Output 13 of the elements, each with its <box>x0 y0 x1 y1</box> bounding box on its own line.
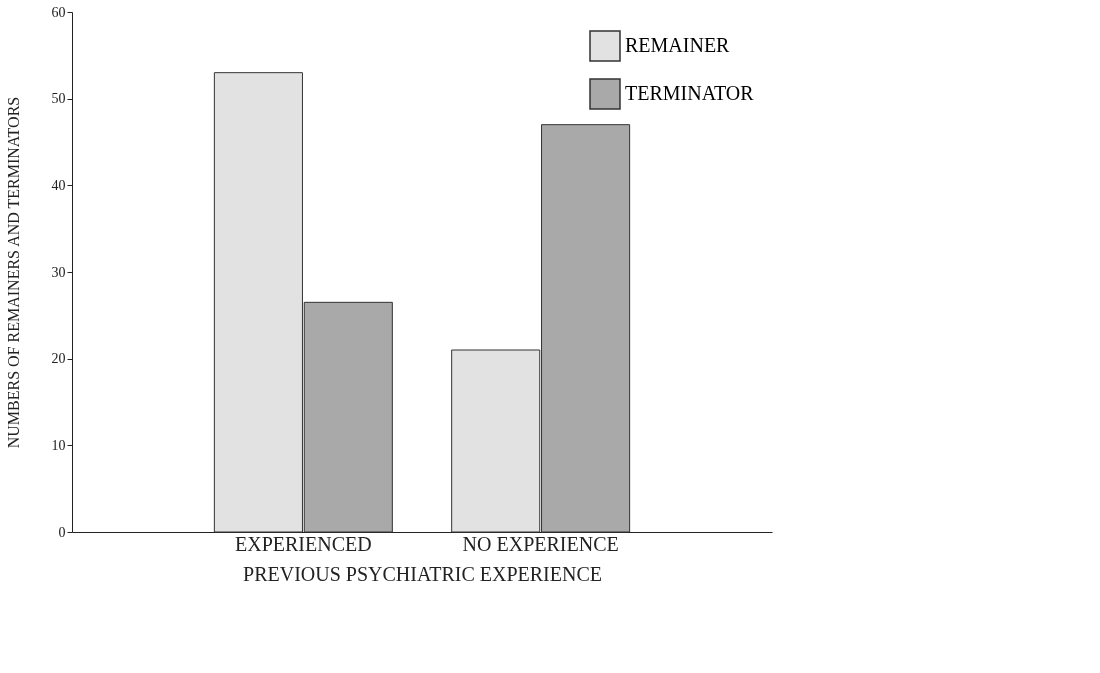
y-tick-label: 10 <box>51 437 66 453</box>
y-tick-label: 40 <box>51 177 66 193</box>
y-tick-label: 50 <box>51 91 66 107</box>
x-tick-label: NO EXPERIENCE <box>462 532 619 555</box>
y-tick-label: 0 <box>58 524 66 540</box>
legend-label: REMAINER <box>625 34 731 56</box>
x-axis-title: PREVIOUS PSYCHIATRIC EXPERIENCE <box>243 562 602 585</box>
x-tick-label: EXPERIENCED <box>235 532 372 555</box>
y-tick-label: 20 <box>51 351 66 367</box>
y-axis-title: NUMBERS OF REMAINERS AND TERMINATORS <box>4 96 22 449</box>
legend-label: TERMINATOR <box>625 82 755 104</box>
y-tick-label: 60 <box>51 4 66 20</box>
y-tick-label: 30 <box>51 264 66 280</box>
